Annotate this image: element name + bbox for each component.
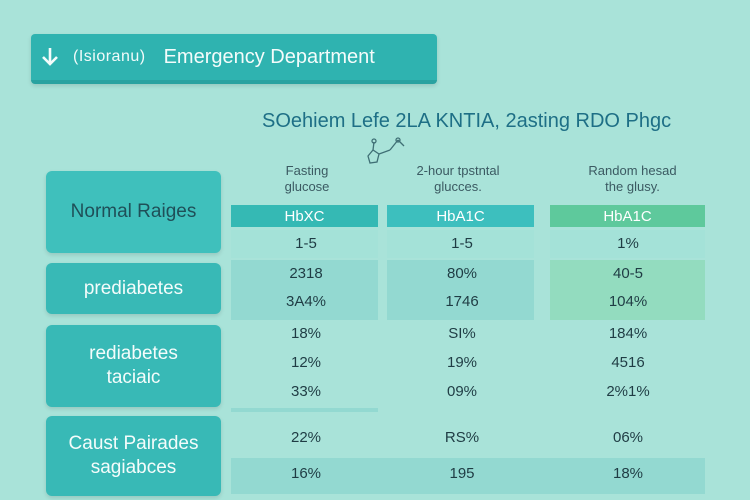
table-cell: 18%: [612, 465, 644, 482]
table-cell: 16%: [290, 465, 322, 482]
table-cell: 1-5: [295, 235, 317, 252]
table-cell: 4516: [611, 354, 645, 371]
table-cell: 33%: [290, 383, 322, 400]
table-cell: 2318: [289, 265, 323, 282]
department-header: (Isioranu) Emergency Department: [31, 34, 437, 84]
cell-band: [387, 260, 534, 320]
table-cell: SI%: [448, 325, 476, 342]
header-subtitle: (Isioranu): [73, 48, 146, 65]
arrow-down-icon: [42, 48, 58, 66]
table-cell: 184%: [608, 325, 648, 342]
row-label-prediabetes[interactable]: prediabetes: [46, 263, 221, 314]
table-cell: 80%: [446, 265, 478, 282]
table-cell: 40-5: [612, 265, 644, 282]
page-title: SOehiem Lefe 2LA KNTIA, 2asting RDO Phgc: [262, 110, 672, 132]
table-cell: 2%1%: [606, 383, 650, 400]
column-badge-1[interactable]: HbXC: [231, 205, 378, 227]
table-cell: 3A4%: [285, 293, 327, 310]
table-cell: 19%: [446, 354, 478, 371]
row-label-rediabetes[interactable]: rediabetes taciaic: [46, 325, 221, 407]
cell-band: [550, 260, 705, 320]
cell-band: [387, 230, 534, 258]
table-cell: 06%: [612, 429, 644, 446]
table-cell: RS%: [444, 429, 480, 446]
column-badge-3[interactable]: HbA1C: [550, 205, 705, 227]
cell-band: [231, 260, 378, 320]
header-title: Emergency Department: [163, 45, 375, 68]
table-cell: 1-5: [451, 235, 473, 252]
column-heading-fasting: Fasting glucose: [284, 163, 330, 194]
cell-band: [231, 408, 378, 412]
column-heading-random: Random hesad the glusy.: [588, 163, 677, 194]
table-cell: 104%: [608, 293, 648, 310]
table-cell: 18%: [290, 325, 322, 342]
cell-band: [231, 230, 378, 258]
table-cell: 12%: [290, 354, 322, 371]
cell-band: [550, 230, 705, 258]
row-label-caust-pairades[interactable]: Caust Pairades sagiabces: [46, 416, 221, 496]
back-arrow-button[interactable]: [31, 34, 69, 80]
table-cell: 22%: [290, 429, 322, 446]
cell-band: [231, 458, 705, 494]
table-cell: 195: [449, 465, 475, 482]
table-cell: 1%: [617, 235, 639, 252]
table-cell: 09%: [446, 383, 478, 400]
table-cell: 1746: [445, 293, 479, 310]
row-label-normal-ranges[interactable]: Normal Raiges: [46, 171, 221, 253]
molecule-icon: [367, 137, 405, 164]
column-badge-2[interactable]: HbA1C: [387, 205, 534, 227]
column-heading-2-hour: 2-hour tpstntal glucces.: [416, 163, 500, 194]
